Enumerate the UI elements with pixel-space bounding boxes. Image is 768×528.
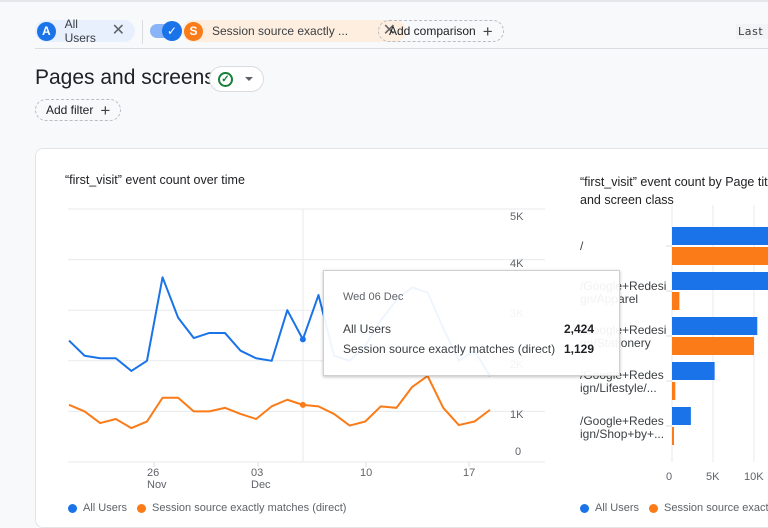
- x-axis-tick: 03 Dec: [251, 467, 271, 491]
- line-chart-title: “first_visit” event count over time: [65, 173, 245, 187]
- y-axis-tick: 0: [515, 446, 522, 458]
- comparison-label: All Users: [64, 17, 96, 45]
- legend-item[interactable]: Session source exactly matches (direct): [137, 502, 346, 514]
- y-axis-tick: 4K: [510, 257, 524, 270]
- check-circle-icon: ✓: [218, 71, 233, 87]
- tooltip-value: 1,129: [563, 342, 594, 356]
- x-axis-tick: 17: [463, 467, 476, 479]
- bar-category-label: /: [580, 239, 584, 253]
- add-comparison-button[interactable]: Add comparison +: [378, 20, 504, 42]
- legend-item[interactable]: Session source exactly matches (direct): [649, 502, 768, 514]
- page-title: Pages and screens: [35, 66, 215, 89]
- divider: [142, 20, 143, 44]
- add-filter-button[interactable]: Add filter +: [35, 99, 122, 121]
- bar-x-tick: 5K: [706, 471, 720, 483]
- check-icon[interactable]: ✓: [162, 21, 182, 41]
- bar-chart-title: “first_visit” event count by Page title …: [580, 175, 768, 207]
- legend-item[interactable]: All Users: [580, 502, 639, 514]
- bar-chart-legend: All Users Session source exactly matches…: [580, 502, 768, 514]
- bar-x-tick: 10K: [744, 471, 764, 483]
- legend-item[interactable]: All Users: [68, 502, 127, 514]
- legend-dot-icon: [68, 503, 77, 513]
- tooltip-date: Wed 06 Dec: [343, 291, 404, 303]
- report-status-dropdown[interactable]: ✓: [209, 66, 264, 92]
- comparison-label: Session source exactly ...: [212, 24, 349, 38]
- date-range-picker[interactable]: Last 28 days: [736, 24, 768, 39]
- comparison-badge-s: S: [184, 21, 203, 41]
- tooltip-row: Session source exactly matches (direct) …: [343, 342, 594, 356]
- legend-dot-icon: [649, 503, 659, 513]
- y-axis-tick: 5K: [510, 211, 524, 223]
- tooltip-row: All Users 2,424: [343, 322, 594, 336]
- bar-chart-series[interactable]: [672, 227, 768, 445]
- chart-tooltip: Wed 06 Dec All Users 2,424 Session sourc…: [323, 270, 620, 376]
- line-chart-legend: All Users Session source exactly matches…: [68, 502, 356, 514]
- plus-icon: +: [482, 21, 493, 41]
- x-axis-tick: 10: [360, 467, 373, 479]
- x-axis-tick: 26 Nov: [147, 467, 167, 491]
- y-axis-tick: 1K: [510, 409, 524, 422]
- legend-dot-icon: [580, 503, 589, 513]
- legend-dot-icon: [137, 503, 147, 513]
- comparison-chip-session-source[interactable]: S Session source exactly ... ✕: [182, 20, 406, 42]
- charts-canvas: [68, 205, 768, 467]
- bar-category-label: /Google+Redes ign/Shop+by+...: [580, 414, 665, 441]
- close-icon[interactable]: ✕: [111, 22, 125, 39]
- bar-x-tick: 0: [666, 471, 673, 483]
- chevron-down-icon: [245, 77, 253, 81]
- top-divider: [0, 0, 768, 2]
- add-filter-label: Add filter: [46, 103, 94, 117]
- add-comparison-label: Add comparison: [389, 24, 476, 38]
- tooltip-value: 2,424: [563, 322, 594, 336]
- plus-icon: +: [100, 100, 111, 120]
- comparison-chip-all-users[interactable]: A All Users ✕: [35, 17, 135, 45]
- comparison-bar: A All Users ✕ ✓ S Session source exactly…: [35, 17, 768, 49]
- comparison-badge-a: A: [37, 21, 56, 41]
